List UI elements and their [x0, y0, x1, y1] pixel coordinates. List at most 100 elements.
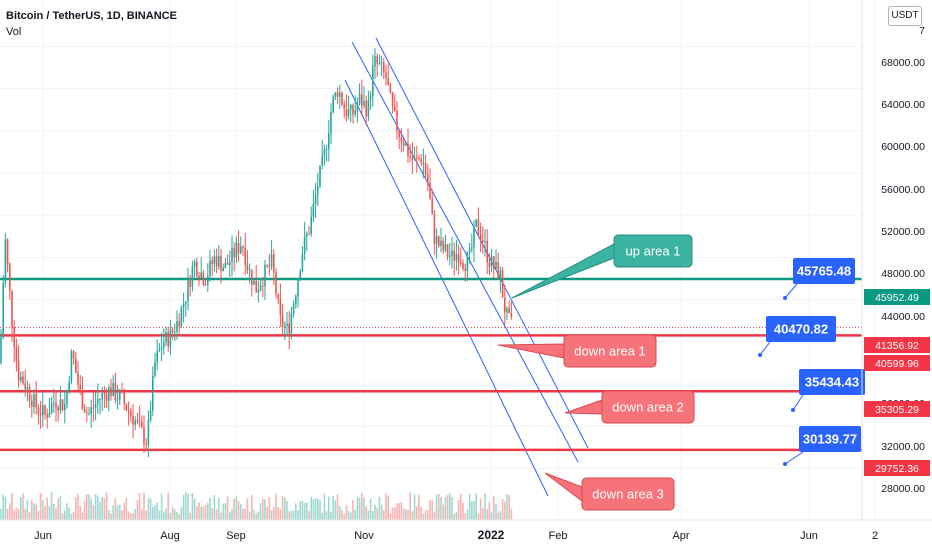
volume-bar [416, 506, 418, 520]
volume-bar [31, 499, 33, 520]
candle-body [420, 159, 422, 164]
candle-body [464, 269, 466, 271]
volume-bar [222, 504, 224, 520]
volume-bar [154, 505, 156, 520]
volume-bar [171, 507, 174, 520]
currency-button[interactable]: USDT [888, 6, 922, 26]
channel-line [375, 37, 589, 449]
candle-body [264, 264, 266, 286]
candle-body [442, 240, 444, 251]
candle-body [262, 285, 264, 287]
candle-body [319, 165, 321, 187]
candle-body [39, 413, 42, 416]
time-axis-tick: Aug [160, 530, 180, 542]
volume-bars [0, 492, 513, 520]
candle-body [163, 342, 165, 348]
candle-body [332, 96, 334, 112]
candle-body [418, 158, 420, 160]
volume-bar [211, 508, 213, 520]
chart-grid [0, 0, 876, 520]
candle-body [97, 399, 99, 404]
volume-bar [297, 510, 299, 520]
volume-bar [398, 503, 400, 520]
price-axis-tick: 64000.00 [881, 99, 925, 111]
candle-body [279, 299, 282, 315]
volume-bar [286, 500, 288, 520]
candle-body [75, 358, 77, 373]
candle-body [0, 337, 2, 363]
candle-body [416, 157, 418, 159]
volume-bar [15, 507, 18, 520]
candle-body [446, 244, 449, 257]
volume-bar [200, 506, 202, 520]
volume-bar [508, 495, 510, 520]
candle-body [132, 415, 134, 425]
candle-body [110, 387, 112, 396]
candle-body [237, 242, 240, 253]
volume-bar [68, 507, 70, 520]
candle-body [350, 105, 352, 110]
volume-bar [440, 496, 442, 520]
volume-bar [185, 492, 187, 520]
volume-bar [493, 496, 495, 520]
volume-bar [136, 500, 139, 520]
price-tag-label: 35305.29 [875, 404, 919, 416]
volume-bar [310, 496, 312, 520]
target-box [799, 426, 861, 452]
candle-body [180, 307, 183, 327]
price-axis-tick: 7 [919, 25, 925, 37]
volume-bar [193, 498, 196, 520]
candle-body [486, 240, 488, 263]
volume-bar [189, 512, 191, 520]
volume-bar [435, 494, 438, 520]
callout-label: up area 1 [626, 244, 681, 259]
volume-bar [77, 493, 79, 520]
candle-body [451, 250, 453, 256]
target-labels: 45765.48 40470.82 35434.43 30139.77 [758, 258, 865, 466]
candle-body [273, 254, 275, 273]
candle-body [471, 247, 473, 249]
candle-body [308, 233, 310, 235]
candle-body [354, 109, 356, 115]
volume-bar [482, 508, 484, 520]
candle-body [182, 303, 185, 308]
volume-bar [321, 512, 323, 520]
candle-body [277, 293, 279, 300]
candle-body [376, 56, 378, 64]
volume-bar [92, 504, 95, 520]
volume-bar [405, 509, 407, 520]
candle-body [138, 420, 141, 422]
candle-body [281, 314, 284, 328]
candle-body [301, 254, 304, 272]
volume-bar [81, 512, 84, 520]
volume-bar [174, 509, 176, 520]
volume-bar [46, 497, 48, 520]
volume-bar [365, 506, 367, 520]
volume-bar [504, 501, 506, 520]
candle-body [90, 407, 92, 414]
candle-body [68, 381, 70, 391]
candle-body [169, 329, 172, 347]
volume-bar [497, 512, 499, 520]
annotations: up area 1 down area 1 down area 2 down area… [497, 234, 695, 511]
candle-body [286, 323, 288, 326]
candle-body [292, 304, 295, 314]
volume-bar [473, 501, 475, 520]
volume-bar [244, 508, 246, 520]
candle-body [61, 399, 64, 411]
candle-body [455, 254, 458, 261]
candle-body [270, 254, 273, 267]
candle-body [130, 411, 132, 416]
candle-body [185, 301, 187, 304]
volume-bar [215, 509, 218, 520]
candle-body [134, 420, 136, 425]
candle-body [191, 266, 194, 287]
volume-bar [196, 506, 198, 520]
candle-body [288, 323, 290, 334]
candle-body [226, 262, 229, 265]
volume-bar [345, 505, 348, 520]
volume-bar [156, 502, 158, 520]
candle-body [299, 271, 301, 280]
candle-body [391, 92, 394, 107]
